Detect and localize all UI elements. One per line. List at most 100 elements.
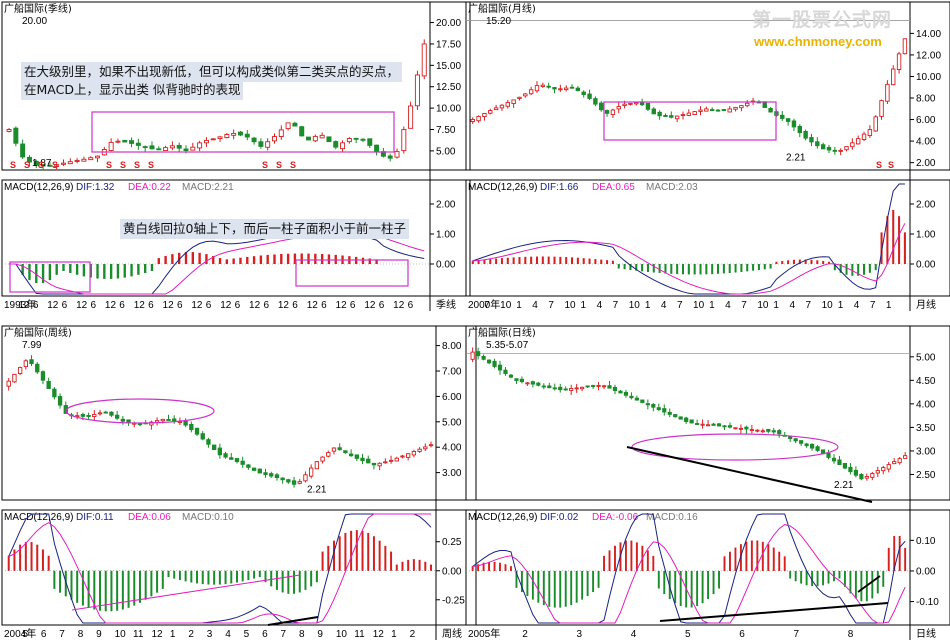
candle-body xyxy=(35,363,40,373)
candle-body xyxy=(777,430,782,435)
low-price-label: 2.21 xyxy=(834,480,854,491)
macd-value: MACD:0.16 xyxy=(646,512,698,523)
candle-body xyxy=(348,453,354,457)
candle-body xyxy=(607,385,612,389)
candle-body xyxy=(387,155,393,159)
price-pane-frame xyxy=(1,1,471,171)
x-tick-label: 6 xyxy=(292,300,298,311)
x-tick-label: 12 xyxy=(163,300,175,311)
x-tick-label: 7 xyxy=(281,629,287,640)
price-tick-label: 12.00 xyxy=(916,50,941,61)
candle-body xyxy=(623,391,629,396)
candle-body xyxy=(534,85,540,92)
candle-body xyxy=(803,130,808,139)
x-tick-label: 11 xyxy=(133,629,144,640)
candle-body xyxy=(54,164,60,167)
candle-body xyxy=(744,426,749,430)
candle-body xyxy=(838,149,843,152)
candle-body xyxy=(421,43,427,77)
candle-body xyxy=(580,386,585,390)
candle-body xyxy=(492,360,497,367)
x-tick-label: 4 xyxy=(532,300,538,311)
candle-body xyxy=(540,84,546,87)
candle-body xyxy=(684,417,689,422)
dif-line xyxy=(8,513,432,624)
s-marker: S xyxy=(276,160,282,170)
consolidation-box xyxy=(91,111,395,153)
x-tick-label: 12 xyxy=(18,300,30,311)
price-pane-title: 广船国际(日线) xyxy=(468,326,536,339)
candle-body xyxy=(804,443,809,447)
x-tick-label: 10 xyxy=(757,300,769,311)
s-marker: S xyxy=(106,160,112,170)
candle-body xyxy=(383,461,388,464)
candle-body xyxy=(903,455,908,459)
price-pane-frame xyxy=(465,325,950,501)
candle-body xyxy=(569,388,574,391)
price-tick-label: 8.00 xyxy=(916,94,936,105)
candle-body xyxy=(312,135,318,142)
high-price-label: 15.20 xyxy=(486,16,511,27)
x-tick-label: 4 xyxy=(597,300,603,311)
dea-line xyxy=(472,524,906,624)
candle-body xyxy=(470,351,475,360)
high-price-label: 7.99 xyxy=(22,340,42,351)
macd-tick-label: 0.00 xyxy=(916,260,936,271)
candle-body xyxy=(29,359,34,365)
candle-body xyxy=(528,89,534,95)
x-tick-label: 12 xyxy=(249,300,261,311)
x-tick-label: 4 xyxy=(789,300,795,311)
price-pane-title: 广船国际(季线) xyxy=(4,2,72,15)
dif-value: DIF:0.11 xyxy=(76,512,114,523)
x-tick-label: 10 xyxy=(564,300,576,311)
macd-tick-label: 2.00 xyxy=(436,200,456,211)
candle-body xyxy=(722,425,727,428)
candle-body xyxy=(497,364,503,371)
candle-body xyxy=(850,142,855,148)
macd-tick-label: -0.10 xyxy=(916,597,939,608)
candle-body xyxy=(837,459,842,465)
x-tick-label: 7 xyxy=(806,300,812,311)
candle-body xyxy=(892,461,897,465)
candle-body xyxy=(189,423,194,431)
x-tick-label: 12 xyxy=(76,300,88,311)
price-tick-label: 20.00 xyxy=(436,18,461,29)
x-tick-label: 12 xyxy=(373,629,385,640)
candle-body xyxy=(244,133,250,138)
s-marker: S xyxy=(290,160,296,170)
x-tick-label: 2 xyxy=(410,629,416,640)
x-tick-label: 7 xyxy=(484,300,490,311)
x-tick-label: 6 xyxy=(263,300,269,311)
candle-body xyxy=(593,98,598,105)
candle-body xyxy=(885,83,890,102)
x-tick-label: 12 xyxy=(307,300,319,311)
candle-body xyxy=(558,88,563,91)
divergence-trendline-macd xyxy=(659,602,889,622)
candle-body xyxy=(780,114,785,119)
candle-body xyxy=(788,436,793,440)
candle-body xyxy=(408,105,414,129)
period-label: 季线 xyxy=(436,298,456,311)
candle-body xyxy=(859,473,864,480)
weekly-macd-trendline xyxy=(267,616,319,626)
x-tick-label: 12 xyxy=(47,300,59,311)
x-tick-label: 4 xyxy=(661,300,667,311)
candle-body xyxy=(749,429,754,432)
candle-body xyxy=(169,145,175,149)
s-marker: S xyxy=(52,160,58,170)
s-marker: S xyxy=(876,160,882,170)
candle-body xyxy=(366,458,371,464)
candle-body xyxy=(711,423,716,426)
candle-body xyxy=(569,86,575,89)
candle-body xyxy=(622,103,627,106)
macd-tick-label: 2.00 xyxy=(916,200,936,211)
candle-body xyxy=(902,38,908,55)
divergence-trendline-price xyxy=(626,446,873,503)
candle-body xyxy=(303,474,308,482)
candle-body xyxy=(514,378,519,381)
x-tick-label: 6 xyxy=(119,300,125,311)
x-tick-label: 10 xyxy=(629,300,641,311)
candle-body xyxy=(109,411,114,416)
candle-body xyxy=(634,397,639,401)
x-tick-label: 6 xyxy=(33,300,39,311)
